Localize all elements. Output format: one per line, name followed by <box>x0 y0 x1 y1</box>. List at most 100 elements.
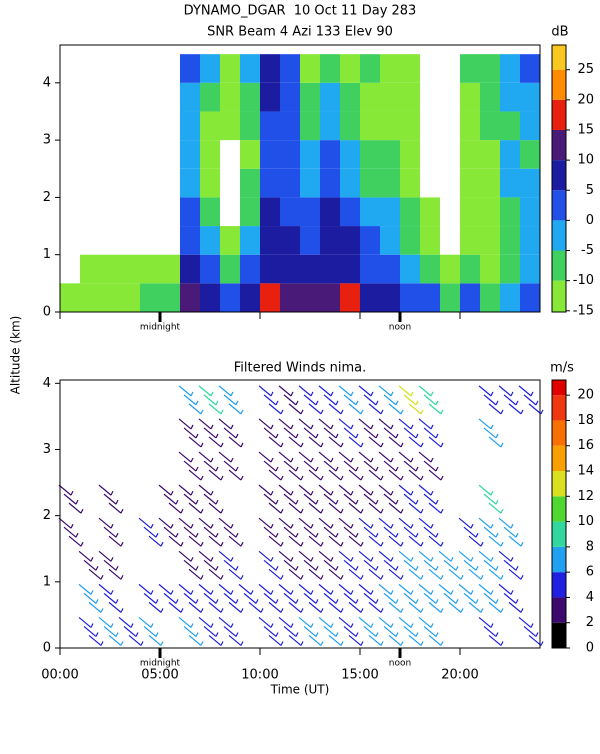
heatmap-cell <box>520 111 540 141</box>
colorbar-swatch <box>552 160 566 191</box>
heatmap-cell <box>500 54 520 83</box>
colorbar-tick-label: 10 <box>577 514 594 529</box>
wind-barb <box>278 517 304 547</box>
heatmap-cell <box>360 111 380 141</box>
heatmap-cell <box>520 254 540 284</box>
wind-barb <box>518 616 544 646</box>
heatmap-cell <box>280 82 300 112</box>
colorbar-swatch <box>552 250 566 281</box>
wind-barb <box>178 583 204 613</box>
heatmap-cell <box>480 168 500 198</box>
wind-barb <box>358 484 384 514</box>
heatmap-cell <box>300 111 320 141</box>
colorbar-tick-label: -15 <box>573 303 594 318</box>
wind-barb <box>478 550 504 580</box>
wind-barb <box>178 517 204 547</box>
heatmap-cell <box>100 283 120 312</box>
wind-barb <box>478 583 504 613</box>
colorbar-tick-label: 0 <box>586 213 594 228</box>
colorbar-swatch <box>552 420 566 446</box>
heatmap-cell <box>460 197 480 227</box>
heatmap-cell <box>420 283 440 312</box>
colorbar-swatch <box>552 220 566 251</box>
wind-barb <box>218 616 244 646</box>
colorbar-tick-label: 20 <box>577 92 594 107</box>
heatmap-cell <box>460 54 480 83</box>
heatmap-cell <box>200 283 220 312</box>
colorbar-tick-label: -5 <box>581 243 594 258</box>
y-tick-label: 1 <box>43 574 51 589</box>
heatmap-cell <box>240 168 260 198</box>
heatmap-cell <box>200 197 220 227</box>
colorbar-tick-label: 0 <box>586 641 594 656</box>
heatmap-cell <box>220 54 240 83</box>
heatmap-cell <box>300 254 320 284</box>
heatmap-cell <box>240 197 260 227</box>
y-tick-label: 3 <box>43 133 51 148</box>
wind-barb <box>278 616 304 646</box>
wind-barb <box>258 616 284 646</box>
wind-barb <box>98 517 124 547</box>
wind-barb <box>58 484 84 514</box>
heatmap-cell <box>420 197 440 227</box>
heatmap-cell <box>260 197 280 227</box>
heatmap-cell <box>480 111 500 141</box>
heatmap-cell <box>400 226 420 255</box>
heatmap-cell <box>500 283 520 312</box>
wind-barb <box>298 385 324 415</box>
heatmap-cell <box>340 254 360 284</box>
wind-barb <box>138 517 164 547</box>
colorbar-tick-label: 10 <box>577 153 594 168</box>
wind-barb <box>258 550 284 580</box>
heatmap-cell <box>180 54 200 83</box>
colorbar-label: m/s <box>550 361 574 376</box>
wind-barb <box>358 583 384 613</box>
heatmap-cell <box>440 254 460 284</box>
heatmap-cell <box>300 226 320 255</box>
heatmap-cell <box>240 226 260 255</box>
heatmap-cell <box>240 111 260 141</box>
wind-barb <box>278 418 304 448</box>
heatmap-cell <box>340 54 360 83</box>
wind-barb <box>178 385 204 415</box>
wind-barb <box>218 550 244 580</box>
colorbar-swatch <box>552 471 566 497</box>
heatmap-cell <box>340 140 360 169</box>
heatmap-cell <box>180 283 200 312</box>
wind-barb <box>218 517 244 547</box>
heatmap-cell <box>280 168 300 198</box>
wind-barb <box>318 517 344 547</box>
wind-barb <box>238 583 264 613</box>
heatmap-cell <box>480 197 500 227</box>
heatmap-cell <box>460 283 480 312</box>
wind-barb <box>378 418 404 448</box>
heatmap-cell <box>360 283 380 312</box>
wind-barb <box>418 583 444 613</box>
x-tick-label: 10:00 <box>241 668 278 683</box>
wind-barb <box>198 583 224 613</box>
colorbar-swatch <box>552 380 566 396</box>
wind-barb <box>78 616 104 646</box>
wind-barb <box>58 517 84 547</box>
heatmap-cell <box>340 226 360 255</box>
heatmap-cell <box>360 226 380 255</box>
heatmap-cell <box>260 140 280 169</box>
wind-barb <box>218 385 244 415</box>
wind-barb <box>378 550 404 580</box>
wind-barb <box>318 583 344 613</box>
wind-barb <box>198 616 224 646</box>
heatmap-cell <box>180 82 200 112</box>
colorbar-swatch <box>552 521 566 547</box>
heatmap-cell <box>60 283 80 312</box>
colorbar-tick-label: 16 <box>577 438 594 453</box>
wind-barb <box>318 484 344 514</box>
heatmap-cell <box>240 254 260 284</box>
heatmap-cell <box>360 140 380 169</box>
wind-barb <box>498 517 524 547</box>
heatmap-cell <box>240 82 260 112</box>
wind-barb <box>358 616 384 646</box>
heatmap-cell <box>500 82 520 112</box>
wind-barb <box>278 385 304 415</box>
annotation: midnight <box>140 659 181 669</box>
wind-barb <box>318 451 344 481</box>
